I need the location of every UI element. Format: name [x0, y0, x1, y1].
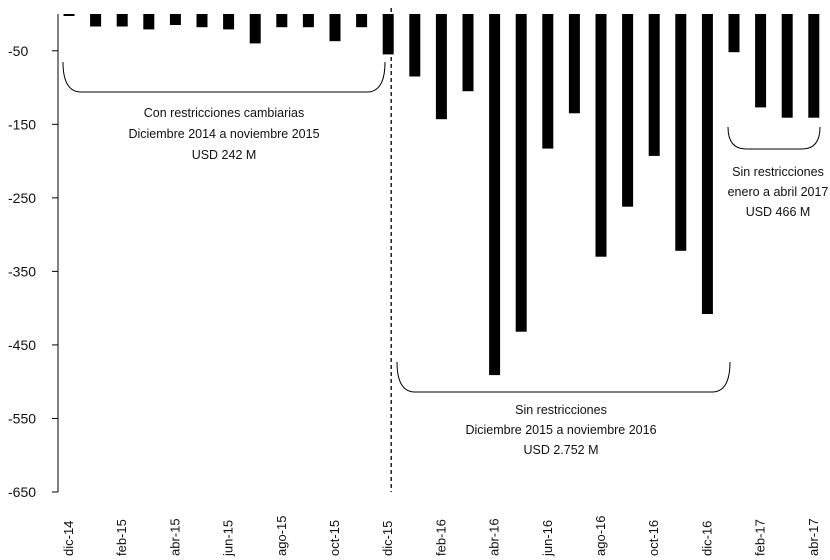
bar-feb-17	[755, 14, 767, 108]
bar-abr-17	[808, 14, 820, 118]
annotation-2-line-0: Sin restricciones	[732, 165, 824, 179]
x-tick-label: feb-15	[114, 519, 129, 556]
bar-jul-15	[249, 14, 261, 44]
bar-nov-16	[675, 14, 687, 251]
bar-sep-16	[622, 14, 634, 207]
y-tick-label: -150	[8, 116, 36, 132]
annotation-0-line-2: USD 242 M	[192, 148, 257, 162]
bar-dic-16	[701, 14, 713, 314]
bar-mar-15	[143, 14, 155, 30]
bar-nov-15	[356, 14, 368, 28]
bar-ene-17	[728, 14, 740, 53]
x-tick-label: jun-16	[540, 520, 555, 557]
bar-dic-15	[382, 14, 394, 55]
bar-jun-16	[542, 14, 554, 149]
x-tick-label: jun-15	[221, 520, 236, 557]
brace-sin-restricciones-2017	[727, 126, 821, 150]
y-tick-label: -250	[8, 190, 36, 206]
bar-abr-16	[489, 14, 501, 376]
x-tick-label: abr-15	[167, 518, 182, 556]
annotation-1-line-1: Diciembre 2015 a noviembre 2016	[465, 423, 656, 437]
bar-mar-17	[781, 14, 793, 118]
x-tick-label: dic-15	[380, 521, 395, 556]
bar-ene-16	[409, 14, 421, 77]
x-tick-label: abr-16	[487, 518, 502, 556]
annotation-0-line-0: Con restricciones cambiarias	[144, 106, 304, 120]
bar-may-15	[196, 14, 208, 28]
x-tick-label: oct-16	[646, 520, 661, 556]
brace-sin-restricciones-2016	[396, 361, 731, 393]
bars	[63, 14, 820, 376]
bar-abr-15	[169, 14, 181, 25]
annotation-2-line-2: USD 466 M	[746, 205, 811, 219]
y-tick-label: -450	[8, 337, 36, 353]
x-axis-labels: dic-14 feb-15 abr-15 jun-15 ago-15 oct-15 dic-…	[61, 516, 821, 557]
bar-jul-16	[568, 14, 580, 114]
brace-restricciones-2015	[62, 61, 386, 93]
bar-ago-15	[276, 14, 288, 28]
y-tick-label: -550	[8, 410, 36, 426]
bar-dic-14	[63, 14, 75, 16]
x-tick-label: ago-15	[274, 516, 289, 556]
bar-feb-16	[435, 14, 447, 120]
x-tick-label: feb-16	[433, 519, 448, 556]
y-axis: -50 -150 -250 -350 -450 -550 -650	[8, 14, 59, 500]
bar-oct-15	[329, 14, 341, 42]
y-tick-label: -50	[8, 43, 28, 59]
bar-may-16	[515, 14, 527, 332]
bar-oct-16	[648, 14, 660, 156]
x-tick-label: dic-14	[61, 521, 76, 556]
x-tick-label: feb-17	[753, 519, 768, 556]
annotation-2-line-1: enero a abril 2017	[728, 185, 829, 199]
bar-ene-15	[90, 14, 102, 27]
x-tick-label: dic-16	[699, 521, 714, 556]
y-tick-label: -350	[8, 263, 36, 279]
annotation-0-line-1: Diciembre 2014 a noviembre 2015	[128, 127, 319, 141]
bar-jun-15	[223, 14, 235, 30]
x-tick-label: abr-17	[806, 518, 821, 556]
annotation-texts: Con restricciones cambiarias Diciembre 20…	[128, 106, 828, 457]
x-tick-label: ago-16	[593, 516, 608, 556]
bar-feb-15	[116, 14, 128, 27]
x-tick-label: oct-15	[327, 520, 342, 556]
annotation-1-line-2: USD 2.752 M	[523, 443, 598, 457]
annotation-1-line-0: Sin restricciones	[515, 403, 607, 417]
bar-mar-16	[462, 14, 474, 92]
bar-ago-16	[595, 14, 607, 257]
bar-sep-15	[302, 14, 314, 28]
annotation-braces	[62, 61, 821, 393]
y-tick-label: -650	[8, 484, 36, 500]
